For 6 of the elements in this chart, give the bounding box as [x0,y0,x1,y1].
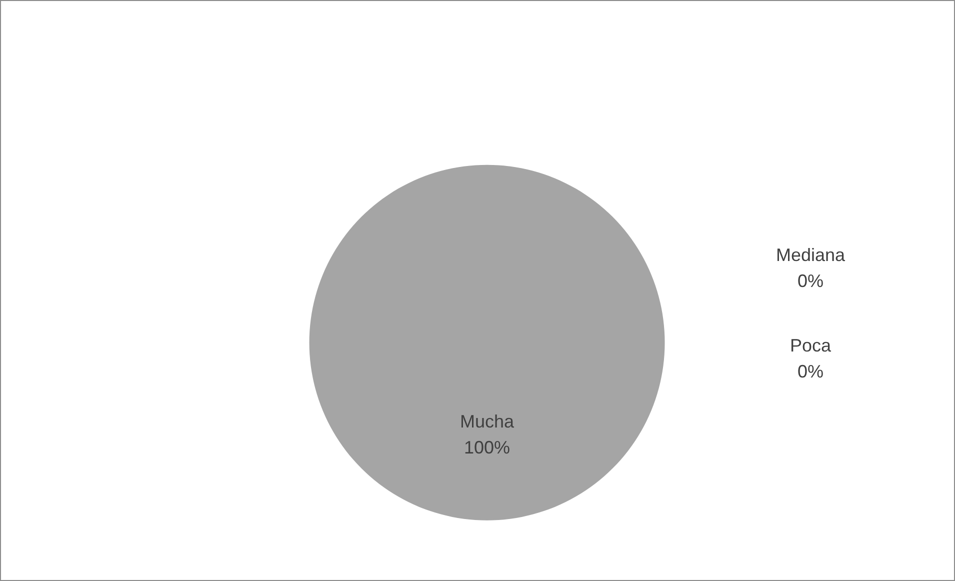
category-label: Poca [790,336,832,356]
category-label: Mediana [776,244,846,265]
data-label: 100% [464,437,510,458]
slice-label: Mucha [460,411,516,432]
text: 0% [798,362,824,382]
text: 0% [798,270,824,291]
